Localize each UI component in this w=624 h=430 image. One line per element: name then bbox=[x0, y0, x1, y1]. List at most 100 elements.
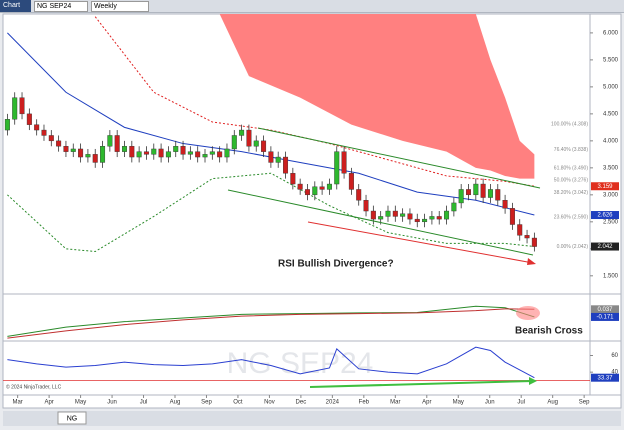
y-tick-label: 5.500 bbox=[603, 57, 619, 63]
x-tick-label: Jul bbox=[517, 400, 525, 406]
candle-body bbox=[444, 210, 450, 220]
candle-body bbox=[136, 151, 142, 158]
candle-body bbox=[275, 156, 281, 163]
candle-body bbox=[246, 129, 252, 147]
x-tick-label: Jun bbox=[107, 400, 117, 406]
candle-body bbox=[217, 151, 223, 158]
candle-body bbox=[517, 224, 523, 236]
candle-body bbox=[92, 154, 98, 163]
price-marker-label: -0.171 bbox=[596, 315, 614, 321]
x-tick-label: Feb bbox=[359, 400, 370, 406]
candle-body bbox=[165, 151, 171, 158]
x-tick-label: Aug bbox=[547, 400, 558, 406]
candle-body bbox=[385, 210, 391, 217]
arrow-head bbox=[529, 377, 537, 385]
x-tick-label: May bbox=[75, 400, 86, 406]
x-tick-label: Mar bbox=[12, 400, 22, 406]
candle-body bbox=[34, 124, 40, 131]
trend-arrow bbox=[309, 380, 534, 388]
candle-body bbox=[129, 146, 135, 158]
candle-body bbox=[334, 151, 340, 185]
x-tick-label: Nov bbox=[264, 400, 275, 406]
y-tick-label: 1.500 bbox=[603, 273, 619, 279]
candle-body bbox=[107, 135, 113, 147]
candle-body bbox=[100, 146, 106, 163]
indicator-line bbox=[7, 346, 535, 379]
price-marker-label: 3.159 bbox=[597, 184, 613, 190]
instrument-selector[interactable]: NG SEP24 bbox=[34, 1, 88, 12]
candle-body bbox=[502, 200, 508, 209]
x-tick-label: Oct bbox=[233, 400, 243, 406]
candle-body bbox=[268, 151, 274, 163]
candle-body bbox=[78, 148, 84, 158]
price-marker bbox=[591, 373, 619, 382]
price-marker bbox=[591, 305, 619, 314]
candle-body bbox=[231, 135, 237, 150]
candle-body bbox=[451, 202, 457, 212]
price-marker-label: 0.037 bbox=[597, 307, 613, 313]
candle-body bbox=[436, 216, 442, 220]
highlight bbox=[516, 306, 540, 320]
fib-label: 0.00% (2.042) bbox=[557, 244, 589, 250]
indicator-line bbox=[7, 308, 535, 339]
candle-body bbox=[400, 213, 406, 217]
candle-body bbox=[209, 151, 215, 155]
candle-body bbox=[12, 97, 18, 120]
candle-body bbox=[495, 189, 501, 201]
candle-body bbox=[378, 216, 384, 220]
x-tick-label: Sep bbox=[579, 400, 590, 406]
candle-body bbox=[202, 154, 208, 158]
window-title: Chart bbox=[0, 0, 31, 12]
trend-arrow bbox=[307, 221, 534, 264]
copyright: © 2024 NinjaTrader, LLC bbox=[6, 383, 62, 390]
candle-body bbox=[261, 140, 267, 152]
candle-body bbox=[239, 129, 245, 136]
x-tick-label: Sep bbox=[201, 400, 212, 406]
x-tick-label: Apr bbox=[44, 400, 53, 406]
candle-body bbox=[19, 97, 25, 115]
price-marker-label: 2.626 bbox=[597, 213, 613, 219]
candle-body bbox=[121, 146, 127, 152]
x-tick-label: Mar bbox=[390, 400, 400, 406]
y-tick-label: 5.000 bbox=[603, 84, 619, 90]
candle-body bbox=[356, 189, 362, 201]
candle-body bbox=[283, 156, 289, 174]
x-tick-label: May bbox=[453, 400, 464, 406]
x-tick-label: Jul bbox=[140, 400, 148, 406]
candle-body bbox=[297, 183, 303, 190]
x-tick-label: Dec bbox=[296, 400, 307, 406]
price-marker bbox=[591, 312, 619, 321]
y-tick-label: 3.000 bbox=[603, 192, 619, 198]
candle-body bbox=[151, 148, 157, 155]
annotation: RSI Bullish Divergence? bbox=[278, 259, 394, 270]
candle-body bbox=[70, 148, 76, 152]
candle-body bbox=[290, 173, 296, 185]
interval-selector[interactable]: Weekly bbox=[91, 1, 149, 12]
tab-label[interactable]: NG bbox=[67, 415, 78, 422]
price-marker bbox=[591, 242, 619, 251]
candle-body bbox=[392, 210, 398, 217]
candle-body bbox=[319, 186, 325, 190]
x-tick-label: Jun bbox=[485, 400, 495, 406]
plot-layer: Mar Apr May Jun Jul Aug Sep Oct Nov Dec 2024 Feb Mar… bbox=[3, 14, 619, 406]
candle-body bbox=[422, 218, 428, 223]
candle-body bbox=[407, 213, 413, 220]
fib-label: 38.20% (3.042) bbox=[554, 190, 589, 196]
tab[interactable] bbox=[57, 411, 87, 425]
trend-line bbox=[227, 189, 534, 256]
candle-body bbox=[48, 135, 54, 142]
x-tick-label: Aug bbox=[170, 400, 181, 406]
candle-body bbox=[56, 140, 62, 147]
arrow-head bbox=[527, 258, 536, 265]
candle-body bbox=[304, 189, 310, 196]
candle-body bbox=[487, 189, 493, 198]
candle-body bbox=[509, 208, 515, 225]
candle-body bbox=[312, 186, 318, 196]
y-tick-label: 4.500 bbox=[603, 111, 619, 117]
candle-body bbox=[341, 151, 347, 174]
price-marker-label: 33.37 bbox=[597, 375, 613, 381]
candle-body bbox=[41, 129, 47, 136]
cloud bbox=[219, 14, 535, 179]
y-tick-label: 40 bbox=[611, 370, 618, 376]
